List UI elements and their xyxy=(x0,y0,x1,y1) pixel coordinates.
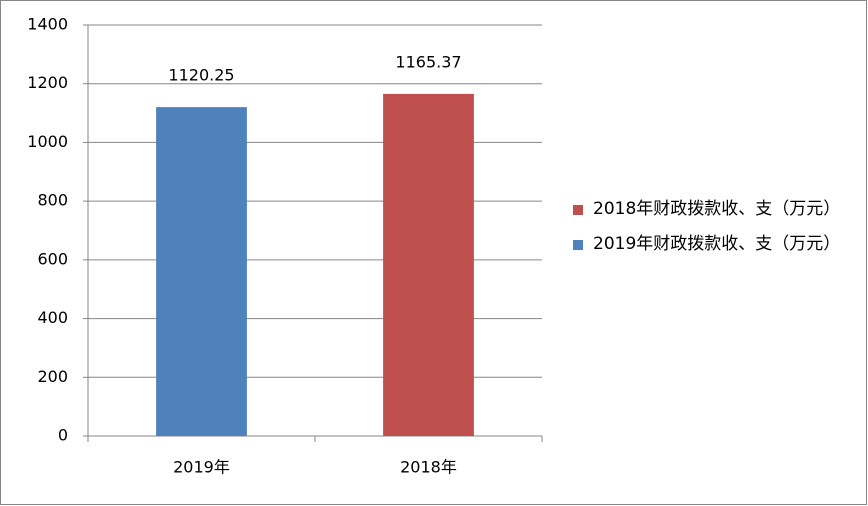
legend-swatch xyxy=(573,240,583,250)
legend-label: 2018年财政拨款收、支（万元） xyxy=(593,199,841,219)
y-tick-label: 200 xyxy=(37,367,68,386)
x-tick-label: 2018年 xyxy=(400,458,457,477)
legend-item: 2018年财政拨款收、支（万元） xyxy=(573,196,841,223)
y-tick-label: 400 xyxy=(37,308,68,327)
legend-item: 2019年财政拨款收、支（万元） xyxy=(573,231,841,258)
data-label: 1165.37 xyxy=(395,52,461,71)
y-tick-label: 1000 xyxy=(27,132,68,151)
legend-label: 2019年财政拨款收、支（万元） xyxy=(593,234,841,254)
y-tick-label: 1200 xyxy=(27,73,68,92)
data-label: 1120.25 xyxy=(168,66,234,85)
x-tick-label: 2019年 xyxy=(173,458,230,477)
y-tick-label: 0 xyxy=(58,426,68,445)
legend-swatch xyxy=(573,205,583,215)
y-tick-label: 1400 xyxy=(27,15,68,34)
legend: 2018年财政拨款收、支（万元） 2019年财政拨款收、支（万元） xyxy=(573,196,841,266)
bar xyxy=(383,93,474,436)
y-tick-label: 800 xyxy=(37,191,68,210)
y-tick-label: 600 xyxy=(37,249,68,268)
bar xyxy=(156,107,247,436)
